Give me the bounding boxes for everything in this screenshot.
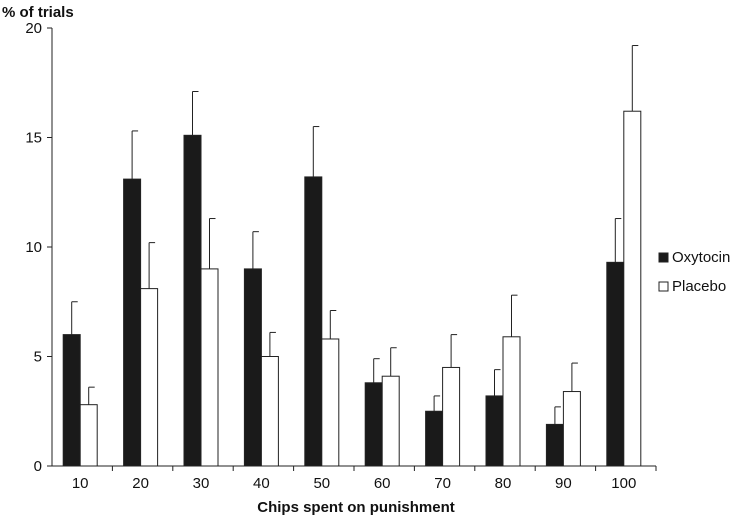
- bar-placebo: [200, 268, 219, 467]
- x-tick-label: 50: [313, 475, 330, 492]
- bar-oxytocin: [545, 423, 564, 467]
- y-tick-label: 5: [34, 349, 42, 366]
- bar-oxytocin: [183, 134, 202, 467]
- x-tick-label: 60: [374, 475, 391, 492]
- x-tick-label: 20: [132, 475, 149, 492]
- x-tick-label: 70: [434, 475, 451, 492]
- bar-oxytocin: [364, 382, 383, 467]
- bar-oxytocin: [243, 268, 262, 467]
- y-ticks: 0 5 10 15 20: [25, 20, 52, 475]
- bar-placebo: [79, 404, 98, 467]
- bar-placebo: [260, 356, 279, 467]
- bar-placebo: [502, 336, 521, 467]
- bar-placebo: [442, 366, 461, 467]
- legend-swatch-oxytocin: [658, 252, 669, 263]
- bar-placebo: [623, 110, 642, 467]
- bar-oxytocin: [62, 334, 81, 467]
- y-tick-label: 10: [25, 239, 42, 256]
- x-tick-label: 90: [555, 475, 572, 492]
- y-tick-label: 20: [25, 20, 42, 37]
- x-tick-label: 30: [193, 475, 210, 492]
- bar-oxytocin: [425, 410, 444, 467]
- bar-placebo: [321, 338, 340, 467]
- y-tick-label: 15: [25, 130, 42, 147]
- bar-oxytocin: [606, 261, 625, 467]
- x-ticks: 10 20 30 40 50 60 70 80 90 100: [72, 466, 657, 492]
- legend-label-oxytocin: Oxytocin: [672, 249, 730, 266]
- y-axis-title: % of trials: [2, 4, 74, 21]
- bar-placebo: [140, 288, 159, 467]
- bar-oxytocin: [123, 178, 142, 467]
- bar-placebo: [381, 375, 400, 467]
- bars: [62, 45, 642, 467]
- x-tick-label: 100: [611, 475, 636, 492]
- bar-oxytocin: [304, 176, 323, 467]
- legend: Oxytocin Placebo: [658, 249, 730, 295]
- x-tick-label: 10: [72, 475, 89, 492]
- legend-label-placebo: Placebo: [672, 278, 726, 295]
- bar-oxytocin: [485, 395, 504, 467]
- legend-swatch-placebo: [658, 281, 669, 292]
- x-tick-label: 80: [495, 475, 512, 492]
- bar-placebo: [562, 391, 581, 467]
- y-tick-label: 0: [34, 458, 42, 475]
- x-tick-label: 40: [253, 475, 270, 492]
- x-axis-title: Chips spent on punishment: [257, 499, 455, 516]
